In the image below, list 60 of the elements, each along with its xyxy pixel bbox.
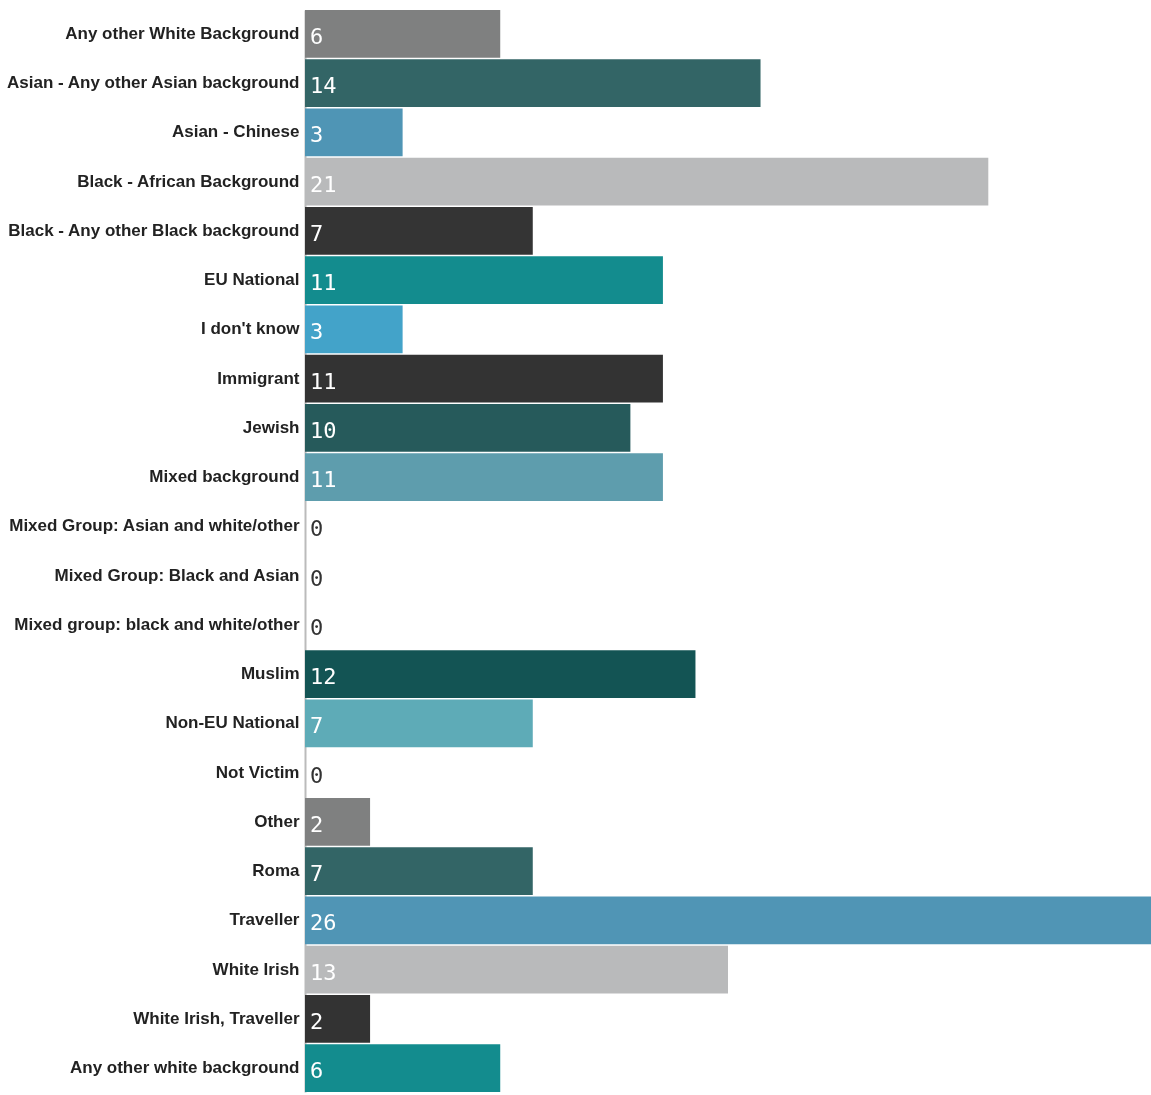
- y-tick-label: Black - Any other Black background: [8, 220, 300, 240]
- y-tick-label: Mixed background: [149, 467, 300, 487]
- bar: [305, 256, 663, 305]
- y-tick-label: Mixed Group: Black and Asian: [54, 565, 300, 585]
- y-tick-label: Asian - Any other Asian background: [6, 73, 300, 93]
- data-label: 2: [310, 811, 324, 837]
- data-label: 14: [310, 73, 337, 99]
- bar: [305, 207, 533, 255]
- data-label: 0: [310, 565, 324, 591]
- y-tick-label: I don't know: [201, 319, 301, 339]
- y-tick-label: Black - African Background: [77, 171, 300, 191]
- y-tick-label: Asian - Chinese: [171, 122, 300, 142]
- data-label: 10: [310, 417, 337, 443]
- data-label: 0: [310, 516, 324, 542]
- data-label: 3: [310, 319, 324, 345]
- bar: [305, 699, 533, 748]
- y-tick-label: White Irish: [212, 959, 300, 979]
- bar: [305, 59, 761, 108]
- y-tick-label: Immigrant: [217, 368, 300, 388]
- bar: [305, 354, 663, 403]
- data-label: 7: [310, 861, 324, 887]
- bar: [305, 896, 1151, 945]
- data-label: 11: [310, 467, 337, 493]
- bar: [305, 650, 696, 699]
- data-label: 11: [310, 270, 337, 296]
- bar: [305, 403, 631, 452]
- data-label: 6: [310, 23, 324, 49]
- y-tick-label: Any other White Background: [65, 23, 300, 43]
- y-tick-label: Roma: [252, 861, 301, 881]
- bar: [305, 994, 371, 1043]
- y-tick-label: Non-EU National: [165, 713, 300, 733]
- y-tick-label: EU National: [204, 270, 300, 290]
- data-label: 7: [310, 713, 324, 739]
- data-label: 0: [310, 762, 324, 788]
- y-tick-label: Muslim: [240, 664, 300, 684]
- y-tick-label: Mixed Group: Asian and white/other: [9, 516, 300, 536]
- bar: [305, 453, 663, 502]
- data-label: 2: [310, 1008, 324, 1034]
- bar: [305, 1044, 501, 1092]
- data-label: 3: [310, 122, 324, 148]
- y-tick-label: Not Victim: [215, 762, 300, 782]
- y-tick-label: Other: [254, 811, 300, 831]
- data-label: 6: [310, 1058, 324, 1084]
- y-tick-label: White Irish, Traveller: [133, 1008, 300, 1028]
- data-label: 26: [310, 910, 337, 936]
- data-label: 12: [310, 664, 337, 690]
- bar: [305, 10, 501, 58]
- data-label: 21: [310, 171, 337, 197]
- bar: [305, 797, 371, 846]
- data-label: 11: [310, 368, 337, 394]
- y-tick-label: Traveller: [229, 910, 300, 930]
- bar: [305, 847, 533, 895]
- y-tick-label: Any other white background: [69, 1058, 300, 1078]
- bar: [305, 108, 403, 157]
- y-tick-label: Mixed group: black and white/other: [14, 614, 300, 634]
- bar: [305, 305, 403, 354]
- data-label: 7: [310, 220, 324, 246]
- y-tick-label: Jewish: [242, 417, 300, 437]
- data-label: 0: [310, 614, 324, 640]
- data-label: 13: [310, 959, 337, 985]
